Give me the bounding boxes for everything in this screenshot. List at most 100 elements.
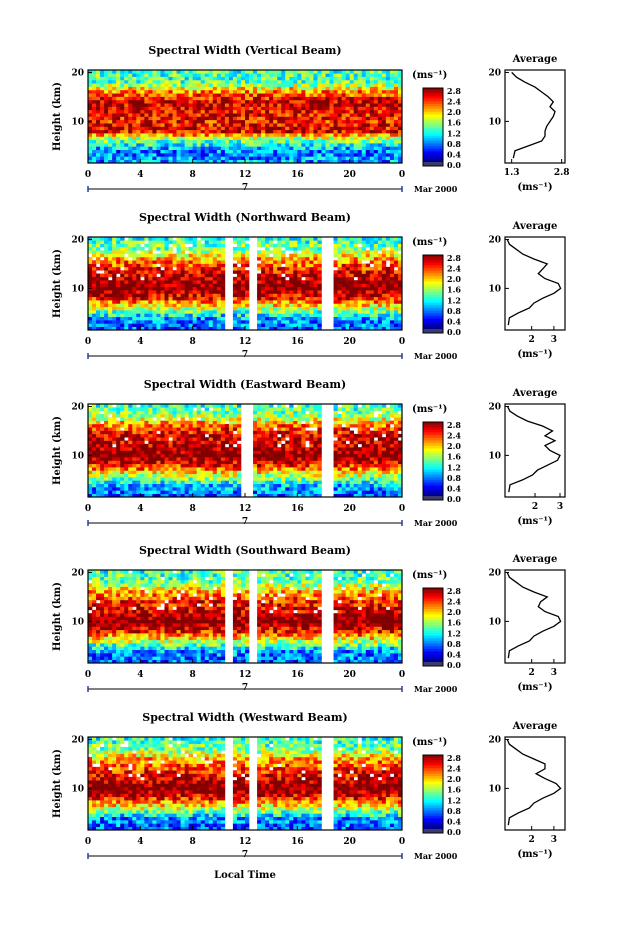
heatmap-cell: [212, 106, 218, 111]
heatmap-cell: [345, 270, 350, 274]
heatmap-cell: [88, 423, 93, 428]
heatmap-cell: [172, 240, 177, 244]
heatmap-cell: [184, 457, 189, 461]
heatmap-cell: [349, 300, 354, 304]
heatmap-cell: [140, 326, 145, 331]
heatmap-cell: [349, 303, 354, 308]
heatmap-cell: [116, 430, 121, 435]
heatmap-cell: [220, 89, 226, 94]
colorbar-segment: [423, 109, 443, 113]
heatmap-cell: [100, 99, 105, 104]
heatmap-cell: [345, 133, 350, 137]
heatmap-cell: [104, 136, 109, 141]
heatmap-cell: [100, 437, 105, 441]
heatmap-cell: [265, 109, 270, 114]
heatmap-cell: [140, 313, 145, 318]
heatmap-cell: [96, 149, 101, 154]
heatmap-cell: [112, 430, 117, 435]
heatmap-cell: [265, 243, 270, 248]
heatmap-cell: [397, 93, 403, 97]
heatmap-cell: [245, 290, 250, 294]
heatmap-cell: [365, 149, 371, 154]
heatmap-cell: [389, 153, 395, 157]
heatmap-cell: [357, 106, 363, 111]
heatmap-cell: [353, 240, 359, 244]
heatmap-cell: [216, 283, 222, 288]
heatmap-cell: [184, 453, 189, 458]
heatmap-cell: [321, 93, 326, 97]
heatmap-cell: [132, 129, 137, 134]
heatmap-cell: [236, 99, 242, 104]
heatmap-cell: [92, 437, 97, 441]
heatmap-cell: [124, 310, 129, 314]
heatmap-cell: [232, 106, 238, 111]
heatmap-cell: [160, 146, 165, 151]
heatmap-cell: [148, 457, 153, 461]
heatmap-cell: [128, 467, 133, 471]
heatmap-cell: [357, 109, 363, 114]
heatmap-cell: [377, 320, 383, 324]
heatmap-cell: [208, 237, 214, 241]
heatmap-cell: [293, 260, 298, 264]
heatmap-cell: [277, 326, 282, 331]
heatmap-cell: [261, 146, 266, 151]
heatmap-cell: [132, 283, 137, 288]
heatmap-cell: [257, 256, 262, 261]
heatmap-cell: [373, 123, 379, 127]
heatmap-cell: [136, 420, 141, 425]
heatmap-cell: [192, 133, 197, 137]
heatmap-cell: [389, 126, 395, 131]
heatmap-cell: [337, 153, 342, 157]
heatmap-cell: [365, 270, 371, 274]
heatmap-cell: [104, 256, 109, 261]
heatmap-cell: [164, 86, 169, 91]
heatmap-cell: [389, 326, 395, 331]
heatmap-cell: [301, 303, 306, 308]
heatmap-cell: [92, 96, 97, 101]
heatmap-cell: [200, 113, 206, 117]
heatmap-cell: [309, 83, 314, 87]
heatmap-cell: [112, 149, 117, 154]
heatmap-cell: [104, 457, 109, 461]
x-tick-label: 0: [399, 337, 405, 347]
heatmap-cell: [369, 240, 375, 244]
heatmap-cell: [345, 313, 350, 318]
heatmap-cell: [220, 83, 226, 87]
heatmap-cell: [393, 136, 399, 141]
heatmap-cell: [128, 103, 133, 107]
heatmap-cell: [377, 73, 383, 77]
heatmap-cell: [188, 149, 193, 154]
heatmap-cell: [140, 149, 145, 154]
heatmap-cell: [152, 246, 157, 251]
heatmap-cell: [305, 326, 310, 331]
heatmap-cell: [397, 310, 403, 314]
heatmap-cell: [208, 273, 214, 278]
heatmap-cell: [168, 326, 173, 331]
heatmap-cell: [124, 70, 129, 74]
heatmap-cell: [257, 116, 262, 121]
heatmap-cell: [333, 253, 338, 258]
heatmap-cell: [100, 133, 105, 137]
heatmap-cell: [120, 70, 125, 74]
heatmap-cell: [160, 119, 165, 124]
heatmap-cell: [240, 300, 246, 304]
heatmap-cell: [192, 443, 197, 448]
heatmap-cell: [273, 293, 278, 298]
heatmap-cell: [136, 109, 141, 114]
heatmap-cell: [269, 159, 274, 164]
heatmap-cell: [96, 430, 101, 435]
heatmap-cell: [148, 283, 153, 288]
heatmap-cell: [100, 300, 105, 304]
heatmap-cell: [216, 243, 222, 248]
heatmap-cell: [184, 477, 189, 481]
heatmap-cell: [112, 326, 117, 331]
heatmap-cell: [345, 83, 350, 87]
heatmap-cell: [156, 423, 161, 428]
heatmap-cell: [96, 159, 101, 164]
heatmap-cell: [124, 430, 129, 435]
heatmap-cell: [277, 300, 282, 304]
heatmap-cell: [257, 306, 262, 311]
heatmap-cell: [200, 96, 206, 101]
heatmap-cell: [188, 463, 193, 468]
heatmap-cell: [88, 246, 93, 251]
